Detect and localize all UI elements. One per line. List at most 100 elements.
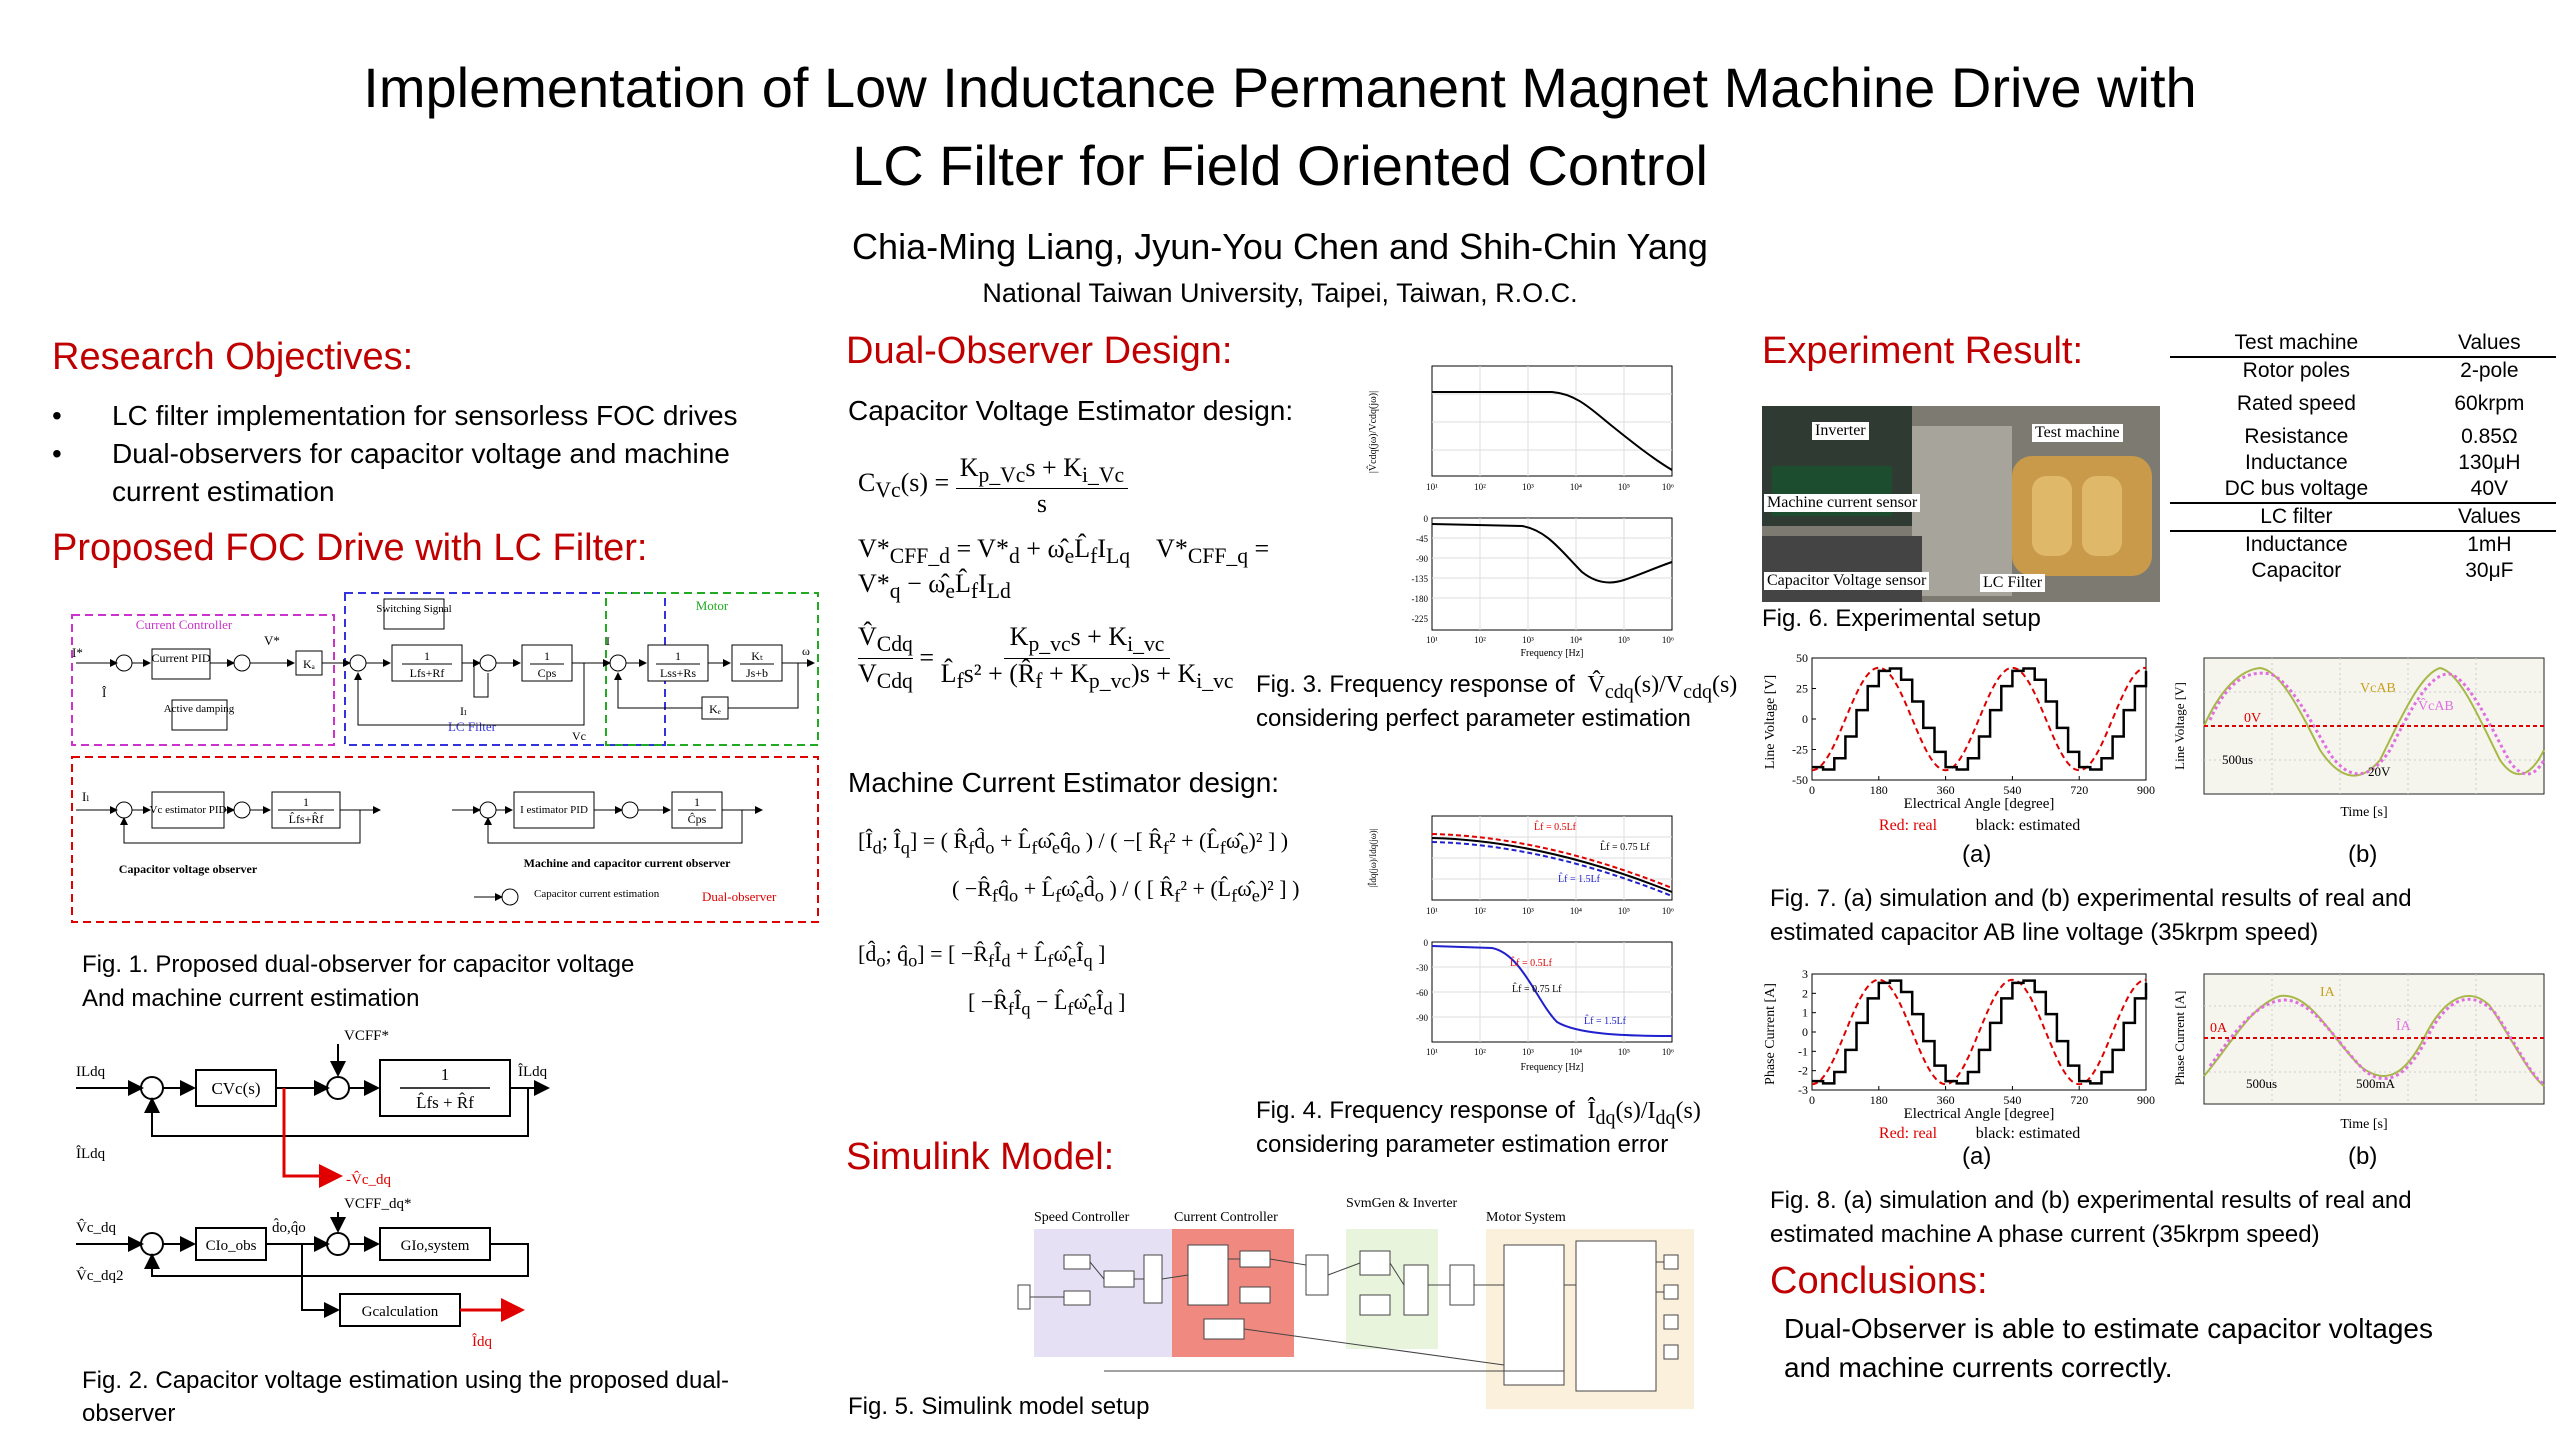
svg-text:10²: 10² (1474, 635, 1486, 645)
spec-cell: Resistance (2244, 425, 2349, 448)
fig7a-x-label: Electrical Angle [degree] (1904, 796, 2055, 812)
fig7a-x-tick: 720 (2070, 783, 2088, 797)
svg-text:V̂c_dq2: V̂c_dq2 (76, 1267, 124, 1284)
fig8a-y-tick: 2 (1802, 986, 1808, 1000)
fig8a-y-tick: 3 (1802, 968, 1808, 981)
fig8a-y-tick: 0 (1802, 1025, 1808, 1039)
svg-text:0: 0 (1424, 514, 1429, 524)
fig7b-volt-div: 20V (2368, 764, 2391, 779)
machine-equations: [Îd; Îq] = ( R̂fd̂o + L̂fω̂eq̂o ) / ( −[… (858, 828, 1300, 1019)
switching-signal-block: Switching Signal (376, 603, 451, 615)
fig3-freq-label: Frequency [Hz] (1520, 648, 1583, 659)
svg-text:10⁶: 10⁶ (1662, 482, 1674, 492)
spec-cell: 0.85Ω (2461, 425, 2518, 448)
cap-current-est-label: Capacitor current estimation (534, 888, 660, 900)
fig7a-x-tick: 360 (1937, 783, 1955, 797)
svg-text:0: 0 (1424, 938, 1429, 948)
research-heading: Research Objectives: (52, 336, 414, 378)
spec-cell: Rated speed (2236, 392, 2356, 415)
svg-text:1: 1 (544, 649, 550, 663)
current-controller-sim-label: Current Controller (1174, 1210, 1278, 1225)
fig7b-zero-label: 0V (2244, 711, 2261, 726)
fig7-caption-line2: estimated capacitor AB line voltage (35k… (1770, 919, 2319, 946)
fig8a-chart: 0 180 360 540 720 900 3 2 1 0 -1 -2 -3 Phase Current… (1763, 968, 2155, 1142)
spec-cell: Capacitor (2251, 559, 2342, 582)
svg-text:Ĉps: Ĉps (688, 812, 707, 826)
svg-text:Gcalculation: Gcalculation (362, 1304, 439, 1320)
vc-estimator-block: Vc estimator PID (150, 804, 227, 816)
svg-text:10⁵: 10⁵ (1618, 906, 1630, 916)
svg-text:V̂cAB: V̂cAB (2418, 697, 2454, 714)
fig8a-legend-est: black: estimated (1976, 1125, 2080, 1142)
fig8-caption-line2: estimated machine A phase current (35krp… (1770, 1221, 2320, 1248)
dual-observer-heading: Dual-Observer Design: (846, 330, 1233, 372)
svg-text:IA: IA (2320, 985, 2336, 1000)
svg-text:L̂f = 0.5Lf: L̂f = 0.5Lf (1534, 820, 1577, 833)
fig1-caption-line1: Fig. 1. Proposed dual-observer for capac… (82, 951, 635, 978)
svg-text:1: 1 (441, 1065, 450, 1084)
current-pid-block: Current PID (152, 651, 211, 665)
svg-text:ÎLdq: ÎLdq (518, 1063, 548, 1080)
fig8a-label: (a) (1962, 1143, 1992, 1170)
svg-text:1: 1 (424, 649, 430, 663)
svg-text:I: I (606, 634, 610, 648)
svg-text:10⁶: 10⁶ (1662, 635, 1674, 645)
svg-text:Iₗ: Iₗ (82, 789, 89, 804)
svg-text:10³: 10³ (1522, 1047, 1534, 1057)
fig3-caption-line2: considering perfect parameter estimation (1256, 705, 1691, 732)
photo-label-inverter: Inverter (1812, 422, 1869, 440)
fig4-bode-plot: L̂f = 0.5Lf L̂f = 0.75 Lf L̂f = 1.5Lf |Î… (1368, 815, 1674, 1073)
fig1-caption-line2: And machine current estimation (82, 985, 420, 1012)
svg-text:L̂f = 0.75 Lf: L̂f = 0.75 Lf (1512, 982, 1562, 995)
svg-text:Kₜ: Kₜ (751, 649, 763, 663)
spec-header: Values (2458, 505, 2521, 528)
svg-text:-60: -60 (1416, 988, 1428, 998)
i-estimator-block: I estimator PID (520, 804, 588, 816)
experiment-heading: Experiment Result: (1762, 330, 2084, 372)
fig8a-y-tick: -3 (1798, 1083, 1808, 1097)
fig8b-label: (b) (2348, 1143, 2378, 1170)
fig8b-y-label: Phase Current [A] (2172, 991, 2187, 1086)
svg-text:10⁵: 10⁵ (1618, 1047, 1630, 1057)
fig8a-x-tick: 720 (2070, 1093, 2088, 1107)
poster-title-line1: Implementation of Low Inductance Permane… (363, 56, 2197, 119)
fig8b-scope: 0A IA ÎA 500us 500mA Phase Current [A] T… (2172, 973, 2545, 1132)
svg-text:Îdq: Îdq (472, 1333, 492, 1350)
fig2-caption-line2: observer (82, 1400, 176, 1427)
affiliation: National Taiwan University, Taipei, Taiw… (982, 278, 1578, 308)
fig8a-y-label: Phase Current [A] (1763, 983, 1778, 1085)
motor-system-label: Motor System (1486, 1210, 1566, 1225)
svg-text:10⁴: 10⁴ (1570, 635, 1582, 645)
machine-observer-label: Machine and capacitor current observer (524, 856, 732, 870)
spec-cell: DC bus voltage (2224, 477, 2369, 500)
conclusions-text-line1: Dual-Observer is able to estimate capaci… (1784, 1313, 2433, 1344)
fig7a-legend-real: Red: real (1879, 817, 1938, 834)
fig7b-x-label: Time [s] (2340, 805, 2387, 820)
research-bullets: LC filter implementation for sensorless … (52, 397, 792, 511)
spec-cell: 30μF (2465, 559, 2514, 582)
cap-equations: CVc(s) = Kp_Vcs + Ki_Vc s V*CFF_d = V*d … (858, 452, 1270, 693)
svg-text:-90: -90 (1416, 554, 1428, 564)
svg-text:-90: -90 (1416, 1013, 1428, 1023)
fig7a-x-tick: 180 (1870, 783, 1888, 797)
current-controller-region (71, 614, 335, 746)
research-bullet: Dual-observers for capacitor voltage and… (52, 435, 792, 511)
fig6-caption: Fig. 6. Experimental setup (1762, 605, 2041, 632)
svg-text:10⁵: 10⁵ (1618, 635, 1630, 645)
svg-text:V̂c_dq: V̂c_dq (76, 1219, 116, 1236)
svg-text:V*: V* (264, 633, 280, 648)
active-damping-block: Active damping (164, 703, 235, 715)
simulink-model: Speed Controller Current Controller SvmG… (1017, 1196, 1694, 1409)
fig8a-x-tick: 180 (1870, 1093, 1888, 1107)
fig3-bode-plot: |V̂cdq(jω)/Vcdq(jω)| 10¹ 10² 10³ 10⁴ 10⁵ 10⁶ … (1366, 365, 1674, 659)
svg-text:CVc(s): CVc(s) (211, 1079, 260, 1098)
svg-text:10⁶: 10⁶ (1662, 1047, 1674, 1057)
svg-text:-180: -180 (1412, 594, 1429, 604)
cap-estimator-subheading: Capacitor Voltage Estimator design: (848, 395, 1294, 426)
svg-text:VcAB: VcAB (2360, 681, 2396, 696)
conclusions-heading: Conclusions: (1770, 1260, 1988, 1302)
fig7a-chart: 0 180 360 540 720 900 50 25 0 -25 -50 Line Voltage… (1763, 652, 2155, 834)
svg-text:L̂f = 0.5Lf: L̂f = 0.5Lf (1510, 956, 1553, 969)
svg-text:Cps: Cps (538, 666, 557, 680)
dual-observer-label: Dual-observer (702, 889, 777, 904)
